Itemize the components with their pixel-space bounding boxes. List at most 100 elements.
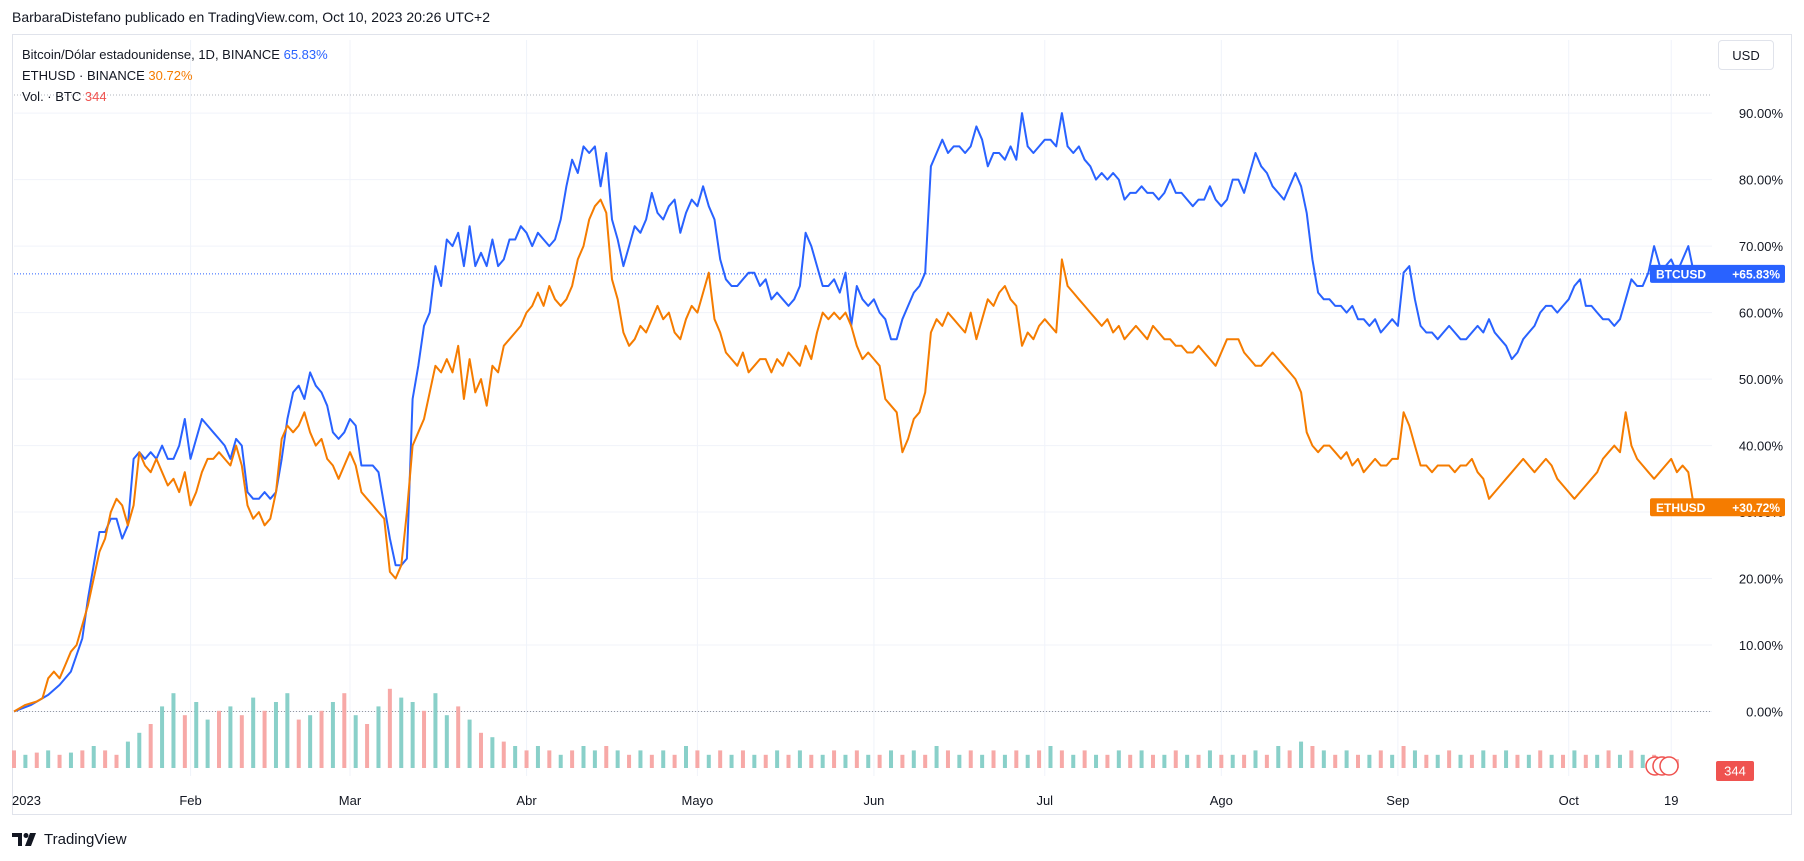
- volume-bar: [911, 750, 916, 768]
- volume-bar: [627, 754, 632, 768]
- volume-bar: [501, 741, 506, 768]
- y-tick-label: 10.00%: [1739, 638, 1784, 653]
- y-tick-label: 60.00%: [1739, 306, 1784, 321]
- y-tick-label: 80.00%: [1739, 173, 1784, 188]
- volume-bar: [1082, 750, 1087, 768]
- volume-bar: [581, 746, 586, 768]
- volume-bar: [877, 754, 882, 768]
- volume-bar: [1412, 750, 1417, 768]
- x-tick-label: Oct: [1559, 793, 1580, 808]
- volume-bar: [239, 715, 244, 768]
- volume-bar: [478, 732, 483, 768]
- x-tick-label: 2023: [12, 793, 41, 808]
- volume-bar: [1059, 750, 1064, 768]
- volume-bar: [399, 697, 404, 768]
- volume-bar: [1094, 754, 1099, 768]
- legend-vol-row[interactable]: Vol. · BTC 344: [22, 86, 328, 107]
- footer-brand-text: TradingView: [44, 830, 127, 848]
- volume-bar: [1014, 750, 1019, 768]
- volume-bar: [1515, 754, 1520, 768]
- volume-bar: [1344, 750, 1349, 768]
- volume-bar: [797, 750, 802, 768]
- volume-bar: [103, 750, 108, 768]
- volume-bar: [1162, 754, 1167, 768]
- y-tick-label: 40.00%: [1739, 439, 1784, 454]
- volume-bar: [1583, 754, 1588, 768]
- volume-bar: [661, 750, 666, 768]
- ethusd-line[interactable]: [13, 198, 1695, 713]
- y-tick-label: 90.00%: [1739, 106, 1784, 121]
- volume-bar: [1538, 750, 1543, 768]
- volume-bar: [695, 750, 700, 768]
- volume-bar: [1447, 750, 1452, 768]
- x-tick-label: Mar: [339, 793, 362, 808]
- volume-bar: [57, 754, 62, 768]
- currency-button[interactable]: USD: [1718, 40, 1774, 70]
- ethusd-price-badge: [1650, 498, 1785, 517]
- x-tick-label: Sep: [1386, 793, 1409, 808]
- economic-event-icon[interactable]: [1659, 756, 1679, 776]
- volume-bar: [296, 719, 301, 768]
- volume-bar: [1504, 750, 1509, 768]
- legend-eth-row[interactable]: ETHUSD · BINANCE 30.72%: [22, 65, 328, 86]
- volume-bar: [1458, 754, 1463, 768]
- volume-bar: [775, 750, 780, 768]
- volume-bar: [1378, 750, 1383, 768]
- volume-bar: [1424, 754, 1429, 768]
- ethusd-badge-name: ETHUSD: [1656, 501, 1706, 515]
- btcusd-badge-value: +65.83%: [1732, 267, 1780, 281]
- volume-bar: [1617, 754, 1622, 768]
- volume-bar: [1526, 754, 1531, 768]
- volume-bar: [1595, 754, 1600, 768]
- volume-bar: [433, 693, 438, 768]
- volume-bar: [422, 710, 427, 768]
- volume-bar: [740, 750, 745, 768]
- legend-btc-row[interactable]: Bitcoin/Dólar estadounidense, 1D, BINANC…: [22, 44, 328, 65]
- volume-bar: [228, 706, 233, 768]
- volume-bar: [638, 750, 643, 768]
- volume-bar: [1037, 750, 1042, 768]
- x-tick-label: Jun: [863, 793, 884, 808]
- volume-bar: [205, 719, 210, 768]
- volume-bar: [957, 754, 962, 768]
- volume-bar: [786, 754, 791, 768]
- x-tick-label: Abr: [516, 793, 537, 808]
- y-tick-label: 0.00%: [1746, 705, 1783, 720]
- volume-bar: [1640, 754, 1645, 768]
- volume-bar: [604, 746, 609, 768]
- volume-bar: [854, 750, 859, 768]
- footer-brand[interactable]: TradingView: [12, 826, 127, 852]
- volume-bar: [1196, 754, 1201, 768]
- volume-bar: [752, 754, 757, 768]
- volume-bar: [1435, 754, 1440, 768]
- volume-bar: [410, 702, 415, 768]
- volume-bar: [592, 750, 597, 768]
- volume-bar: [387, 688, 392, 768]
- volume-bar: [1287, 750, 1292, 768]
- legend-btc-value: 65.83%: [283, 47, 328, 62]
- volume-bar: [729, 754, 734, 768]
- volume-bar: [1025, 754, 1030, 768]
- volume-bar: [968, 750, 973, 768]
- volume-bar: [889, 750, 894, 768]
- volume-bar: [273, 702, 278, 768]
- volume-bar: [342, 693, 347, 768]
- volume-bar: [1367, 754, 1372, 768]
- volume-bar: [23, 754, 28, 768]
- volume-bar: [706, 754, 711, 768]
- btcusd-line[interactable]: [13, 112, 1695, 713]
- volume-bar: [513, 746, 518, 768]
- volume-bar: [91, 746, 96, 768]
- volume-bar: [262, 710, 267, 768]
- volume-bar: [535, 746, 540, 768]
- volume-bar: [319, 710, 324, 768]
- chart-legend: Bitcoin/Dólar estadounidense, 1D, BINANC…: [22, 44, 328, 107]
- volume-bar: [160, 706, 165, 768]
- volume-bar: [684, 746, 688, 768]
- volume-bar: [524, 750, 529, 768]
- volume-bar: [456, 706, 461, 768]
- volume-bar: [137, 732, 142, 768]
- volume-bar: [376, 706, 381, 768]
- volume-bar: [46, 750, 51, 768]
